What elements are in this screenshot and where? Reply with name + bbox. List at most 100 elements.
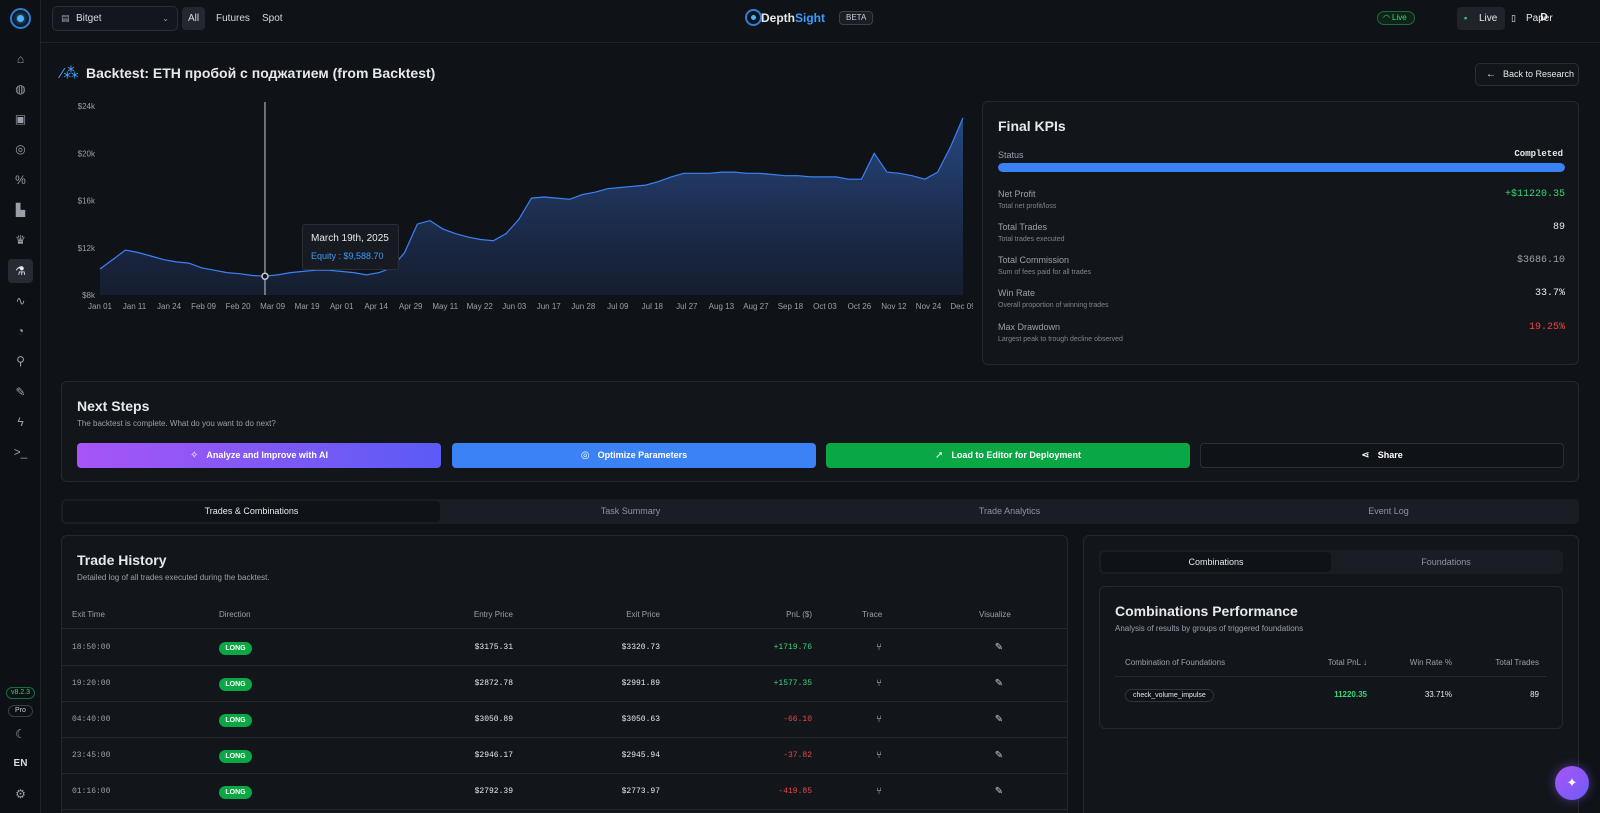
exit-time: 18:50:00 xyxy=(72,643,111,652)
kpi-value: +$11220.35 xyxy=(1504,189,1565,200)
language-switch[interactable]: EN xyxy=(13,758,28,769)
analyze-ai-label: Analyze and Improve with AI xyxy=(206,450,329,460)
table-row[interactable]: 01:16:00 LONG $2792.39 $2773.97 -419.85 ⑂ ✎ xyxy=(62,774,1067,810)
table-row[interactable]: 18:50:00 LONG $3175.31 $3320.73 +1719.76 ⑂ ✎ xyxy=(62,630,1067,666)
load-to-editor-button[interactable]: ➚ Load to Editor for Deployment xyxy=(826,443,1190,468)
y-tick-label: $24k xyxy=(78,102,96,111)
ai-assistant-button[interactable]: ✦ xyxy=(1555,766,1589,800)
tab-combinations[interactable]: Combinations xyxy=(1101,552,1331,572)
exit-time: 04:40:00 xyxy=(72,715,111,724)
calendar-icon: ▤ xyxy=(61,13,70,23)
trade-table-header: Exit Time Direction Entry Price Exit Pri… xyxy=(62,601,1067,629)
back-button-label: Back to Research xyxy=(1503,69,1575,79)
tab-trade-analytics[interactable]: Trade Analytics xyxy=(978,506,1041,516)
chevron-down-icon: ⌄ xyxy=(162,14,169,23)
analyze-ai-button[interactable]: ✧ Analyze and Improve with AI xyxy=(77,443,441,468)
settings-icon[interactable]: ⚙ xyxy=(15,787,26,801)
git-branch-icon[interactable]: ⑂ xyxy=(876,642,882,653)
market-tab-spot[interactable]: Spot xyxy=(262,13,283,24)
table-row[interactable]: check_volume_impulse 11220.35 33.71% 89 xyxy=(1115,677,1547,713)
pencil-icon[interactable]: ✎ xyxy=(15,385,26,399)
table-row[interactable]: 04:40:00 LONG $3050.89 $3050.63 -66.10 ⑂ ✎ xyxy=(62,702,1067,738)
briefcase-icon[interactable]: ▣ xyxy=(14,112,27,126)
back-to-research-button[interactable]: ← Back to Research xyxy=(1475,63,1579,86)
x-tick-label: Sep 18 xyxy=(778,302,804,311)
avatar[interactable]: D xyxy=(1540,12,1548,23)
exit-price: $3050.63 xyxy=(621,715,660,724)
col-visualize: Visualize xyxy=(979,610,1011,619)
sidebar: ⌂ ◍ ▣ ◎ % ▙ ♛ ⚗ ∿ ◔ ⚲ ✎ ϟ >_ v8.2.3 Pro … xyxy=(0,0,41,813)
next-steps-panel: Next Steps The backtest is complete. Wha… xyxy=(61,381,1579,482)
tab-foundations[interactable]: Foundations xyxy=(1421,557,1471,567)
kpi-description: Sum of fees paid for all trades xyxy=(998,269,1091,276)
status-progress-fill xyxy=(998,163,1565,172)
activity-icon[interactable]: ∿ xyxy=(15,294,26,308)
kpi-description: Total net profit/loss xyxy=(998,203,1057,210)
col-win-rate[interactable]: Win Rate % xyxy=(1409,658,1452,667)
mode-live-button[interactable]: ▪ Live xyxy=(1457,7,1506,30)
percent-icon[interactable]: % xyxy=(15,173,26,187)
col-total-trades[interactable]: Total Trades xyxy=(1495,658,1539,667)
mode-paper-button[interactable]: ▯ Paper xyxy=(1504,7,1561,30)
kpi-row: Win Rate Overall proportion of winning tr… xyxy=(998,288,1565,318)
col-pnl[interactable]: PnL ($) xyxy=(786,610,812,619)
market-tab-all[interactable]: All xyxy=(182,7,206,30)
equity-chart[interactable]: $8k $12k $16k $20k $24k Jan 01 Jan 11 Jan 24 Fe… xyxy=(61,98,973,318)
entry-price: $3175.31 xyxy=(474,643,513,652)
microscope-icon[interactable]: ⚲ xyxy=(16,354,25,368)
table-row[interactable]: 19:20:00 LONG $2872.78 $2991.89 +1577.35 ⑂ ✎ xyxy=(62,666,1067,702)
pencil-icon[interactable]: ✎ xyxy=(994,786,1004,797)
pencil-icon[interactable]: ✎ xyxy=(994,714,1004,725)
zap-icon[interactable]: ϟ xyxy=(17,415,24,429)
col-exit-time[interactable]: Exit Time xyxy=(72,610,105,619)
entry-price: $2792.39 xyxy=(474,787,513,796)
git-branch-icon[interactable]: ⑂ xyxy=(876,786,882,797)
col-direction[interactable]: Direction xyxy=(219,610,251,619)
target-icon[interactable]: ◎ xyxy=(15,142,26,156)
optimize-parameters-button[interactable]: ◎ Optimize Parameters xyxy=(452,443,816,468)
home-icon[interactable]: ⌂ xyxy=(16,52,25,66)
tab-task-summary[interactable]: Task Summary xyxy=(600,506,661,516)
share-button[interactable]: ⋖ Share xyxy=(1200,443,1564,468)
kpi-description: Largest peak to trough decline observed xyxy=(998,336,1123,343)
table-row[interactable]: 23:45:00 LONG $2946.17 $2945.94 -37.82 ⑂ ✎ xyxy=(62,738,1067,774)
file-icon: ▯ xyxy=(1511,13,1516,23)
mode-live-label: Live xyxy=(1479,13,1498,24)
tab-trades-combinations[interactable]: Trades & Combinations xyxy=(63,501,440,522)
git-branch-icon[interactable]: ⑂ xyxy=(876,678,882,689)
direction-badge: LONG xyxy=(219,714,252,727)
pencil-icon[interactable]: ✎ xyxy=(994,642,1004,653)
pencil-icon[interactable]: ✎ xyxy=(994,750,1004,761)
terminal-icon[interactable]: >_ xyxy=(13,445,28,459)
direction-badge: LONG xyxy=(219,678,252,691)
git-branch-icon[interactable]: ⑂ xyxy=(876,714,882,725)
tab-event-log[interactable]: Event Log xyxy=(1368,506,1409,516)
pencil-icon[interactable]: ✎ xyxy=(994,678,1004,689)
exit-time: 01:16:00 xyxy=(72,787,111,796)
x-tick-label: Jan 01 xyxy=(88,302,113,311)
market-tab-futures[interactable]: Futures xyxy=(216,13,250,24)
col-total-pnl[interactable]: Total PnL ↓ xyxy=(1327,658,1367,667)
col-exit-price[interactable]: Exit Price xyxy=(626,610,660,619)
trophy-icon[interactable]: ♛ xyxy=(15,233,26,247)
moon-icon[interactable]: ☾ xyxy=(15,727,26,741)
exit-time: 23:45:00 xyxy=(72,751,111,760)
version-badge: v8.2.3 xyxy=(6,687,35,699)
flask-icon[interactable]: ⚗ xyxy=(8,259,33,283)
globe-icon[interactable]: ◍ xyxy=(15,82,26,96)
x-tick-label: Apr 14 xyxy=(364,302,388,311)
next-steps-subtitle: The backtest is complete. What do you wa… xyxy=(77,419,276,428)
app-logo-icon[interactable] xyxy=(10,8,31,29)
arrow-left-icon: ← xyxy=(1486,69,1496,80)
rocket-icon: ➚ xyxy=(935,450,944,461)
top-bar: ▤ Bitget ⌄ All Futures Spot DepthSight B… xyxy=(41,0,1600,43)
kpi-status-label: Status xyxy=(998,150,1024,160)
git-branch-icon[interactable]: ⑂ xyxy=(876,750,882,761)
exchange-select[interactable]: ▤ Bitget ⌄ xyxy=(52,6,178,31)
radar-icon[interactable]: ◔ xyxy=(16,324,25,338)
col-entry-price[interactable]: Entry Price xyxy=(473,610,513,619)
col-combination[interactable]: Combination of Foundations xyxy=(1125,658,1226,667)
x-tick-label: Jul 18 xyxy=(642,302,664,311)
kpi-value: 89 xyxy=(1552,222,1565,233)
bar-chart-icon[interactable]: ▙ xyxy=(15,203,26,217)
